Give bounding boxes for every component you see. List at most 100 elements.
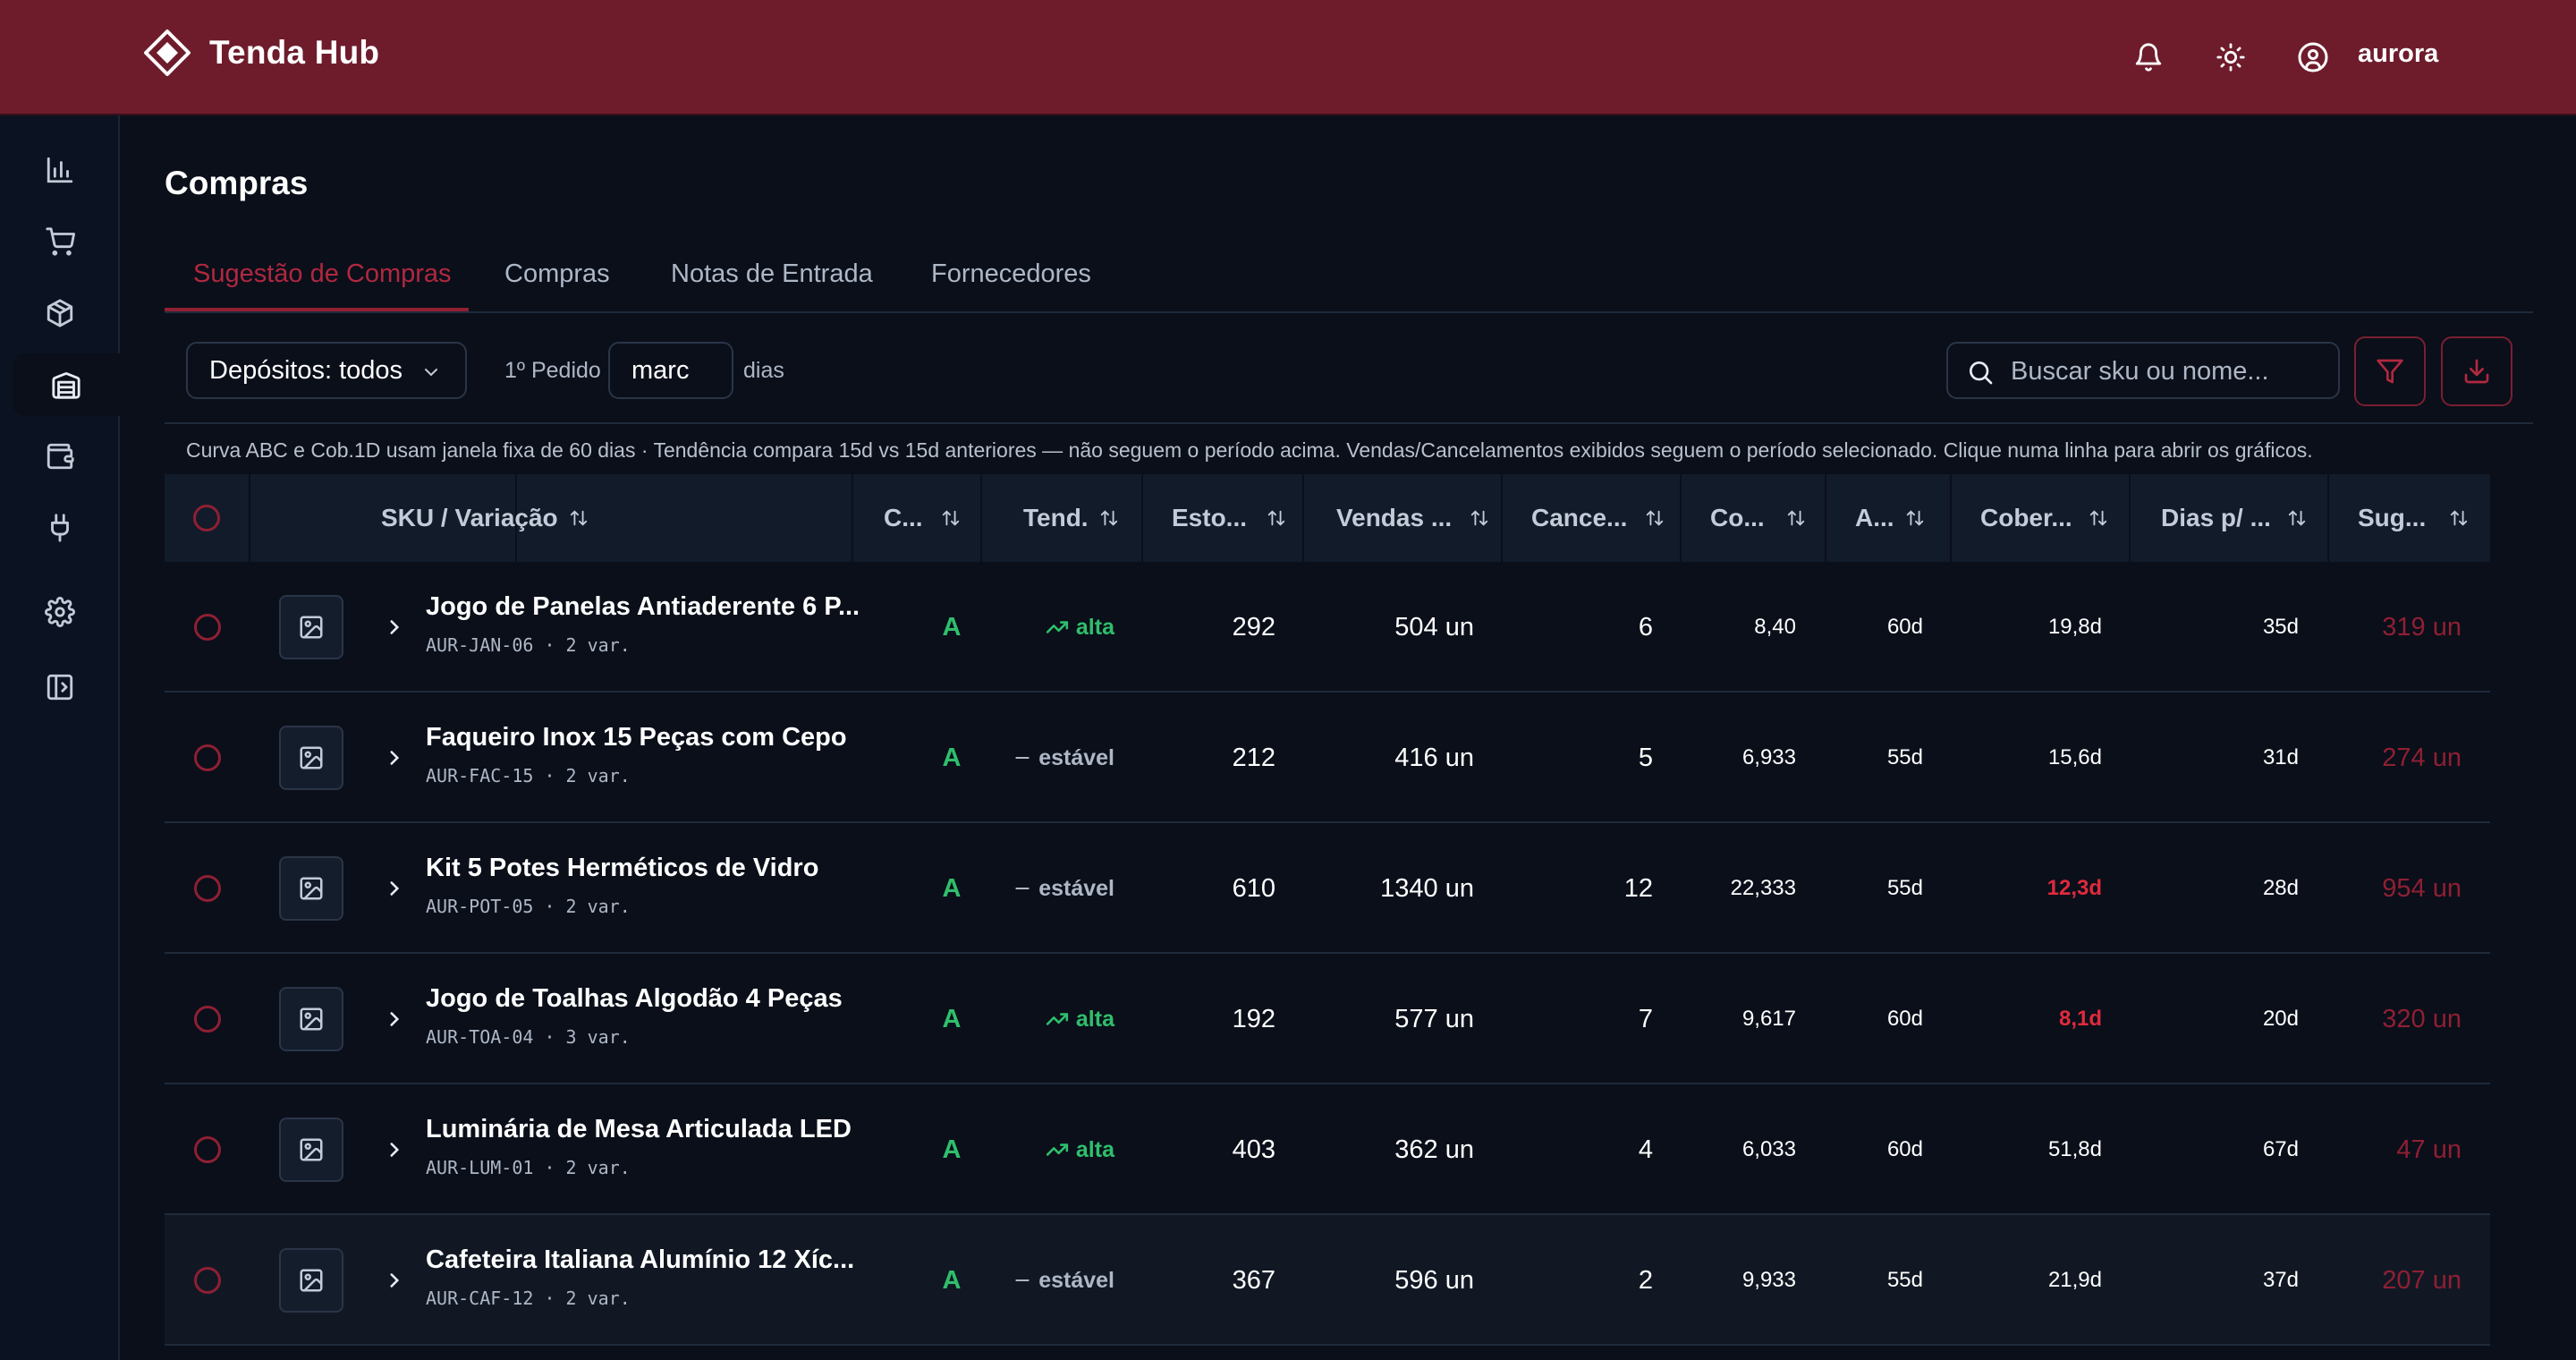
product-name: Luminária de Mesa Articulada LED	[426, 1115, 852, 1143]
cob1d-value: 8,40	[1754, 615, 1796, 639]
th-coverage[interactable]: Cober...	[1952, 474, 2131, 562]
th-curve[interactable]: C...	[853, 474, 982, 562]
tab-fornecedores[interactable]: Fornecedores	[931, 259, 1091, 288]
tab-bar: Sugestão de Compras Compras Notas de Ent…	[165, 242, 2533, 313]
days-to-value: 37d	[2262, 1268, 2299, 1292]
table-row[interactable]: Jogo de Panelas Antiaderente 6 P... AUR-J…	[165, 562, 2490, 693]
sidebar-item-sales[interactable]	[13, 210, 107, 273]
product-sku: AUR-FAC-15 · 2 var.	[426, 765, 631, 786]
sales-value-cell: 416 un	[1295, 693, 1474, 823]
image-placeholder-icon	[279, 726, 343, 790]
row-select-radio[interactable]	[194, 1006, 221, 1033]
table-row[interactable]: Cafeteira Italiana Alumínio 12 Xíc... AUR…	[165, 1215, 2490, 1346]
trend-cell: estável	[971, 823, 1114, 954]
th-age-label: A...	[1855, 504, 1894, 531]
th-cancellations[interactable]: Cance...	[1503, 474, 1682, 562]
sort-icon	[2287, 508, 2307, 528]
download-icon	[2464, 359, 2489, 384]
table-row[interactable]: Luminária de Mesa Articulada LED AUR-LUM-…	[165, 1084, 2490, 1215]
user-circle-icon[interactable]	[2293, 38, 2333, 77]
bell-icon[interactable]	[2129, 38, 2168, 77]
age-value-cell: 55d	[1816, 693, 1923, 823]
expand-chevron-icon[interactable]	[383, 1084, 419, 1215]
age-value: 55d	[1886, 1268, 1923, 1292]
suggestion-value: 320 un	[2382, 1004, 2462, 1033]
user-name[interactable]: aurora	[2358, 39, 2439, 68]
sales-value: 1340 un	[1380, 873, 1474, 903]
trend-label: alta	[1075, 614, 1114, 640]
row-select-radio[interactable]	[194, 744, 221, 771]
row-select-radio[interactable]	[194, 1136, 221, 1163]
select-cell	[165, 562, 250, 693]
expand-chevron-icon[interactable]	[383, 693, 419, 823]
expand-chevron-icon[interactable]	[383, 562, 419, 693]
th-curve-label: C...	[884, 504, 923, 531]
tab-sugestao-de-compras[interactable]: Sugestão de Compras	[193, 259, 452, 288]
row-select-radio[interactable]	[194, 875, 221, 902]
cob1d-value: 22,333	[1730, 876, 1796, 900]
row-select-radio[interactable]	[194, 1267, 221, 1294]
th-sku[interactable]: SKU / Variação	[352, 474, 853, 562]
coverage-value-cell: 15,6d	[1959, 693, 2102, 823]
th-cob1d[interactable]: Co...	[1682, 474, 1826, 562]
tab-compras[interactable]: Compras	[504, 259, 610, 288]
top-bar: Tenda Hub aurora	[0, 0, 2576, 115]
sidebar-item-analytics[interactable]	[13, 139, 107, 201]
table-row[interactable]: Faqueiro Inox 15 Peças com Cepo AUR-FAC-1…	[165, 693, 2490, 823]
abc-curve: A	[934, 823, 970, 954]
expand-chevron-icon[interactable]	[383, 954, 419, 1084]
abc-curve-value: A	[942, 1004, 962, 1033]
sales-value-cell: 362 un	[1295, 1084, 1474, 1215]
row-select-radio[interactable]	[194, 614, 221, 641]
th-trend[interactable]: Tend.	[982, 474, 1143, 562]
sales-value: 362 un	[1394, 1135, 1474, 1164]
sort-icon	[1786, 508, 1806, 528]
expand-chevron-icon[interactable]	[383, 1215, 419, 1346]
suggestion-value-cell: 47 un	[2327, 1084, 2462, 1215]
panel-toggle-icon	[47, 674, 73, 701]
select-all-radio[interactable]	[193, 505, 220, 531]
trending-up-icon	[1046, 1007, 1069, 1031]
sidebar-item-purchases[interactable]	[13, 353, 120, 416]
first-order-input[interactable]	[608, 342, 733, 399]
cob1d-value-cell: 9,933	[1671, 1215, 1796, 1346]
download-button[interactable]	[2441, 336, 2512, 406]
search-input[interactable]	[2011, 351, 2324, 392]
sidebar-item-settings[interactable]	[13, 581, 107, 643]
abc-curve-value: A	[942, 743, 962, 772]
sidebar-item-integrations[interactable]	[13, 497, 107, 559]
deposit-select[interactable]: Depósitos: todos	[186, 342, 467, 399]
image-placeholder-icon	[279, 856, 343, 921]
sales-value: 504 un	[1394, 612, 1474, 642]
sidebar-collapse-toggle[interactable]	[13, 656, 107, 718]
th-age[interactable]: A...	[1826, 474, 1952, 562]
product-sku: AUR-LUM-01 · 2 var.	[426, 1157, 631, 1178]
search-box[interactable]	[1946, 342, 2340, 399]
th-sales[interactable]: Vendas ...	[1304, 474, 1503, 562]
th-stock[interactable]: Esto...	[1143, 474, 1304, 562]
th-image	[250, 474, 517, 562]
sort-icon	[2449, 508, 2469, 528]
table-row[interactable]: Jogo de Toalhas Algodão 4 Peças AUR-TOA-0…	[165, 954, 2490, 1084]
filter-button[interactable]	[2354, 336, 2426, 406]
cob1d-value-cell: 9,617	[1671, 954, 1796, 1084]
coverage-value: 21,9d	[2047, 1268, 2102, 1292]
sidebar-item-products[interactable]	[13, 282, 107, 344]
brand[interactable]: Tenda Hub	[143, 27, 379, 79]
suggestion-value-cell: 954 un	[2327, 823, 2462, 954]
sidebar-item-finance[interactable]	[13, 425, 107, 488]
tab-notas-de-entrada[interactable]: Notas de Entrada	[671, 259, 873, 288]
th-days-to[interactable]: Dias p/ ...	[2131, 474, 2329, 562]
wallet-icon	[47, 443, 74, 470]
th-sku-label: SKU / Variação	[381, 504, 558, 531]
th-suggestion[interactable]: Sug...	[2329, 474, 2490, 562]
trending-up-icon	[1046, 1138, 1069, 1161]
th-stock-label: Esto...	[1172, 504, 1248, 531]
product-name: Jogo de Panelas Antiaderente 6 P...	[426, 592, 860, 621]
expand-chevron-icon[interactable]	[383, 823, 419, 954]
suggestion-value-cell: 207 un	[2327, 1215, 2462, 1346]
sun-icon[interactable]	[2211, 38, 2250, 77]
trend-cell: alta	[971, 1084, 1114, 1215]
cancellations-value-cell: 7	[1510, 954, 1653, 1084]
table-row[interactable]: Kit 5 Potes Herméticos de Vidro AUR-POT-0…	[165, 823, 2490, 954]
